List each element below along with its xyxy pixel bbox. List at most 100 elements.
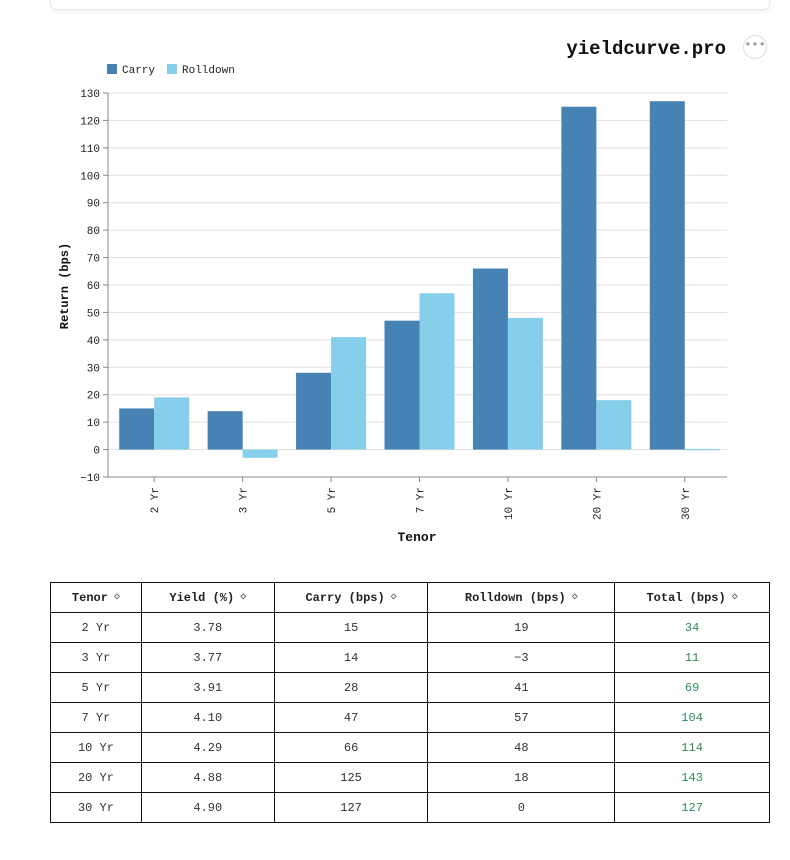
sort-toggle-icon[interactable]: ◇: [731, 592, 738, 604]
y-tick-label: 60: [87, 281, 100, 293]
column-header-label: Carry (bps): [305, 590, 385, 605]
column-header-label: Rolldown (bps): [464, 590, 566, 605]
bar-rolldown-2yr[interactable]: [154, 397, 190, 450]
brand-title: yieldcurve.pro: [566, 38, 726, 60]
top-card: [50, 0, 770, 10]
legend-swatch-rolldown: [167, 64, 177, 74]
y-tick-label: 0: [93, 446, 100, 458]
table-cell: 4.88: [140, 762, 275, 793]
table-cell: 143: [614, 762, 770, 793]
column-header-total[interactable]: Total (bps) ◇: [614, 582, 770, 613]
sort-toggle-icon[interactable]: ◇: [113, 592, 120, 604]
table-cell: 19: [427, 612, 616, 643]
table-cell: 57: [427, 702, 616, 733]
bar-carry-3yr[interactable]: [207, 411, 243, 450]
bar-carry-30yr[interactable]: [649, 101, 685, 450]
table-cell: 125: [273, 762, 429, 793]
table-cell: 14: [273, 642, 429, 673]
legend-swatch-carry: [107, 64, 117, 74]
table-header-row: Tenor ◇ Yield (%) ◇ Carry (bps) ◇ Rolldown (bp…: [50, 582, 770, 613]
x-tick-label: 30 Yr: [681, 487, 693, 520]
x-tick-label: 2 Yr: [150, 487, 162, 513]
chart-legend: Carry Rolldown: [107, 64, 235, 77]
sort-toggle-icon[interactable]: ◇: [571, 592, 578, 604]
x-tick-label: 7 Yr: [416, 487, 428, 513]
y-tick-label: 50: [87, 308, 100, 320]
table-cell: 2 Yr: [50, 612, 142, 643]
bar-carry-10yr[interactable]: [472, 268, 508, 450]
table-cell: 5 Yr: [50, 672, 142, 703]
table-row: 20 Yr 4.88 125 18 143: [50, 762, 770, 793]
bar-carry-20yr[interactable]: [561, 106, 597, 450]
x-axis-label: Tenor: [397, 530, 436, 545]
x-tick-label: 20 Yr: [592, 487, 604, 520]
bar-carry-2yr[interactable]: [119, 408, 155, 450]
table-cell: 4.10: [140, 702, 275, 733]
x-axis: 2 Yr 3 Yr 5 Yr 7 Yr 10 Yr 20 Yr 30 Yr: [108, 476, 727, 520]
y-tick-label: 70: [87, 254, 100, 266]
y-tick-label: 20: [87, 391, 100, 403]
table-cell: 4.90: [140, 792, 275, 823]
column-header-label: Tenor: [71, 590, 108, 605]
table-cell: 0: [427, 792, 616, 823]
table-cell: 114: [614, 732, 770, 763]
table-row: 3 Yr 3.77 14 −3 11: [50, 642, 770, 673]
column-header-yield[interactable]: Yield (%) ◇: [140, 582, 275, 613]
table-row: 30 Yr 4.90 127 0 127: [50, 792, 770, 823]
table-cell: 3 Yr: [50, 642, 142, 673]
bar-rolldown-20yr[interactable]: [596, 400, 632, 450]
y-tick-label: 100: [80, 171, 100, 183]
table-row: 2 Yr 3.78 15 19 34: [50, 612, 770, 643]
bar-rolldown-5yr[interactable]: [331, 337, 367, 450]
column-header-label: Total (bps): [646, 590, 726, 605]
y-tick-label: 30: [87, 363, 100, 375]
sort-toggle-icon[interactable]: ◇: [390, 592, 397, 604]
table-cell: 69: [614, 672, 770, 703]
y-tick-label: 130: [80, 89, 100, 101]
chart-menu-button[interactable]: •••: [743, 35, 767, 59]
x-tick-label: 5 Yr: [327, 487, 339, 513]
x-tick-label: 3 Yr: [239, 487, 251, 513]
bar-rolldown-30yr[interactable]: [684, 448, 720, 451]
bar-carry-7yr[interactable]: [384, 320, 420, 450]
table-row: 10 Yr 4.29 66 48 114: [50, 732, 770, 763]
bar-carry-5yr[interactable]: [296, 372, 332, 450]
column-header-tenor[interactable]: Tenor ◇: [50, 582, 142, 613]
table-cell: 3.91: [140, 672, 275, 703]
column-header-label: Yield (%): [169, 590, 235, 605]
table-cell: 4.29: [140, 732, 275, 763]
table-row: 7 Yr 4.10 47 57 104: [50, 702, 770, 733]
y-tick-label: 80: [87, 226, 100, 238]
y-tick-label: 10: [87, 418, 100, 430]
bar-rolldown-10yr[interactable]: [507, 317, 543, 450]
bar-rolldown-7yr[interactable]: [419, 293, 455, 450]
table-row: 5 Yr 3.91 28 41 69: [50, 672, 770, 703]
table-cell: 3.78: [140, 612, 275, 643]
chart-bars: [119, 101, 720, 458]
table-cell: 3.77: [140, 642, 275, 673]
column-header-rolldown[interactable]: Rolldown (bps) ◇: [427, 582, 616, 613]
column-header-carry[interactable]: Carry (bps) ◇: [273, 582, 429, 613]
y-tick-label: 110: [80, 144, 100, 156]
y-axis-label: Return (bps): [58, 243, 72, 329]
bar-chart: Carry Rolldown −10 0 10 20 30 40 50 60 70 80 90 100 1…: [58, 64, 727, 545]
table-cell: 127: [273, 792, 429, 823]
table-cell: 66: [273, 732, 429, 763]
table-cell: 34: [614, 612, 770, 643]
table-cell: 7 Yr: [50, 702, 142, 733]
y-tick-label: −10: [80, 473, 100, 485]
returns-table: Tenor ◇ Yield (%) ◇ Carry (bps) ◇ Rolldown (bp…: [50, 582, 770, 823]
table-cell: 41: [427, 672, 616, 703]
more-horizontal-icon: •••: [744, 38, 766, 52]
y-tick-label: 40: [87, 336, 100, 348]
table-cell: 30 Yr: [50, 792, 142, 823]
legend-label-carry: Carry: [122, 65, 155, 77]
table-cell: 15: [273, 612, 429, 643]
x-tick-label: 10 Yr: [504, 487, 516, 520]
sort-toggle-icon[interactable]: ◇: [240, 592, 247, 604]
table-cell: 104: [614, 702, 770, 733]
bar-rolldown-3yr[interactable]: [242, 449, 278, 458]
table-cell: 28: [273, 672, 429, 703]
table-cell: 18: [427, 762, 616, 793]
table-cell: 48: [427, 732, 616, 763]
